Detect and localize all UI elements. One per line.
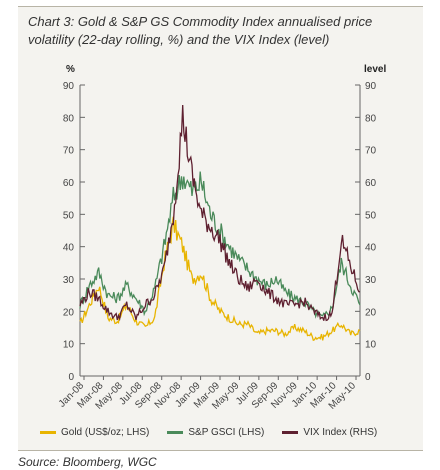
right-tick-label: 0 <box>365 372 371 383</box>
right-unit-label: level <box>364 64 386 75</box>
chart-lines <box>79 104 361 342</box>
left-tick-label: 30 <box>63 275 75 286</box>
left-tick-label: 90 <box>63 81 75 92</box>
legend-label-vix: VIX Index (RHS) <box>303 427 378 438</box>
left-tick-label: 10 <box>63 340 75 351</box>
legend-swatch-gold <box>40 431 56 434</box>
left-unit-label: % <box>66 64 75 75</box>
source-note: Source: Bloomberg, WGC <box>18 450 423 469</box>
series-line-2 <box>79 104 361 322</box>
left-tick-label: 50 <box>63 210 75 221</box>
right-tick-label: 40 <box>365 243 377 254</box>
legend: Gold (US$/oz; LHS) S&P GSCI (LHS) VIX In… <box>40 427 377 438</box>
left-tick-label: 80 <box>63 113 75 124</box>
right-tick-label: 10 <box>365 340 377 351</box>
right-tick-label: 90 <box>365 81 377 92</box>
right-tick-label: 60 <box>365 178 377 189</box>
legend-item-gold: Gold (US$/oz; LHS) <box>40 427 149 438</box>
left-tick-label: 20 <box>63 307 75 318</box>
legend-swatch-gsci <box>167 431 184 434</box>
legend-item-gsci: S&P GSCI (LHS) <box>167 427 264 438</box>
right-tick-label: 70 <box>365 146 377 157</box>
left-tick-label: 0 <box>68 372 74 383</box>
right-tick-label: 20 <box>365 307 377 318</box>
right-tick-label: 50 <box>365 210 377 221</box>
legend-item-vix: VIX Index (RHS) <box>282 427 377 438</box>
legend-label-gold: Gold (US$/oz; LHS) <box>61 427 150 438</box>
left-tick-label: 60 <box>63 178 75 189</box>
chart-title: Chart 3: Gold & S&P GS Commodity Index a… <box>28 14 373 47</box>
chart-axes: % level 0 0 10 10 20 20 30 30 40 40 50 50 60 60 70 70 80 80… <box>57 64 387 412</box>
right-tick-label: 30 <box>365 275 377 286</box>
right-tick-label: 80 <box>365 113 377 124</box>
left-tick-label: 40 <box>63 243 75 254</box>
legend-label-gsci: S&P GSCI (LHS) <box>188 427 265 438</box>
left-tick-label: 70 <box>63 146 75 157</box>
legend-swatch-vix <box>282 431 299 434</box>
